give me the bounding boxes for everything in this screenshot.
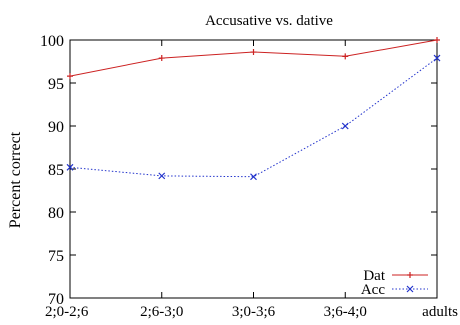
y-axis-ticks: 70 75 80 85 90 95 100 (40, 33, 437, 308)
data-point (67, 73, 73, 80)
y-tick-label: 70 (48, 291, 64, 308)
x-tick-label: 2;0-2;6 (45, 304, 89, 320)
x-tick-label: 2;6-3;0 (140, 304, 183, 320)
data-point (407, 272, 413, 278)
chart-title: Accusative vs. dative (205, 13, 333, 29)
data-point (66, 163, 74, 171)
data-point (250, 173, 257, 181)
data-point (433, 54, 441, 62)
y-tick-label: 90 (48, 119, 64, 136)
data-point (158, 55, 165, 62)
data-point (158, 172, 166, 180)
legend-label: Acc (361, 282, 385, 298)
y-tick-label: 100 (40, 33, 64, 50)
y-tick-label: 75 (48, 248, 64, 265)
x-tick-label: adults (422, 304, 458, 320)
x-tick-label: 3;0-3;6 (232, 304, 276, 320)
data-point (341, 122, 349, 130)
data-point (342, 53, 349, 60)
series-acc (66, 54, 441, 181)
data-point (406, 285, 414, 293)
data-point (434, 37, 440, 43)
series-line-acc (69, 57, 438, 178)
x-tick-label: 3;6-4;0 (324, 304, 367, 320)
y-tick-label: 85 (48, 162, 64, 179)
series-dat (67, 37, 440, 80)
y-tick-label: 95 (48, 76, 64, 93)
legend-label: Dat (363, 268, 385, 284)
series-lines (66, 37, 441, 181)
y-axis-label: Percent correct (7, 131, 24, 228)
plot-frame (69, 39, 438, 299)
y-tick-label: 80 (48, 205, 64, 222)
data-point (250, 49, 257, 56)
x-axis-ticks: 2;0-2;6 2;6-3;0 3;0-3;6 3;6-4;0 adults (45, 40, 458, 320)
